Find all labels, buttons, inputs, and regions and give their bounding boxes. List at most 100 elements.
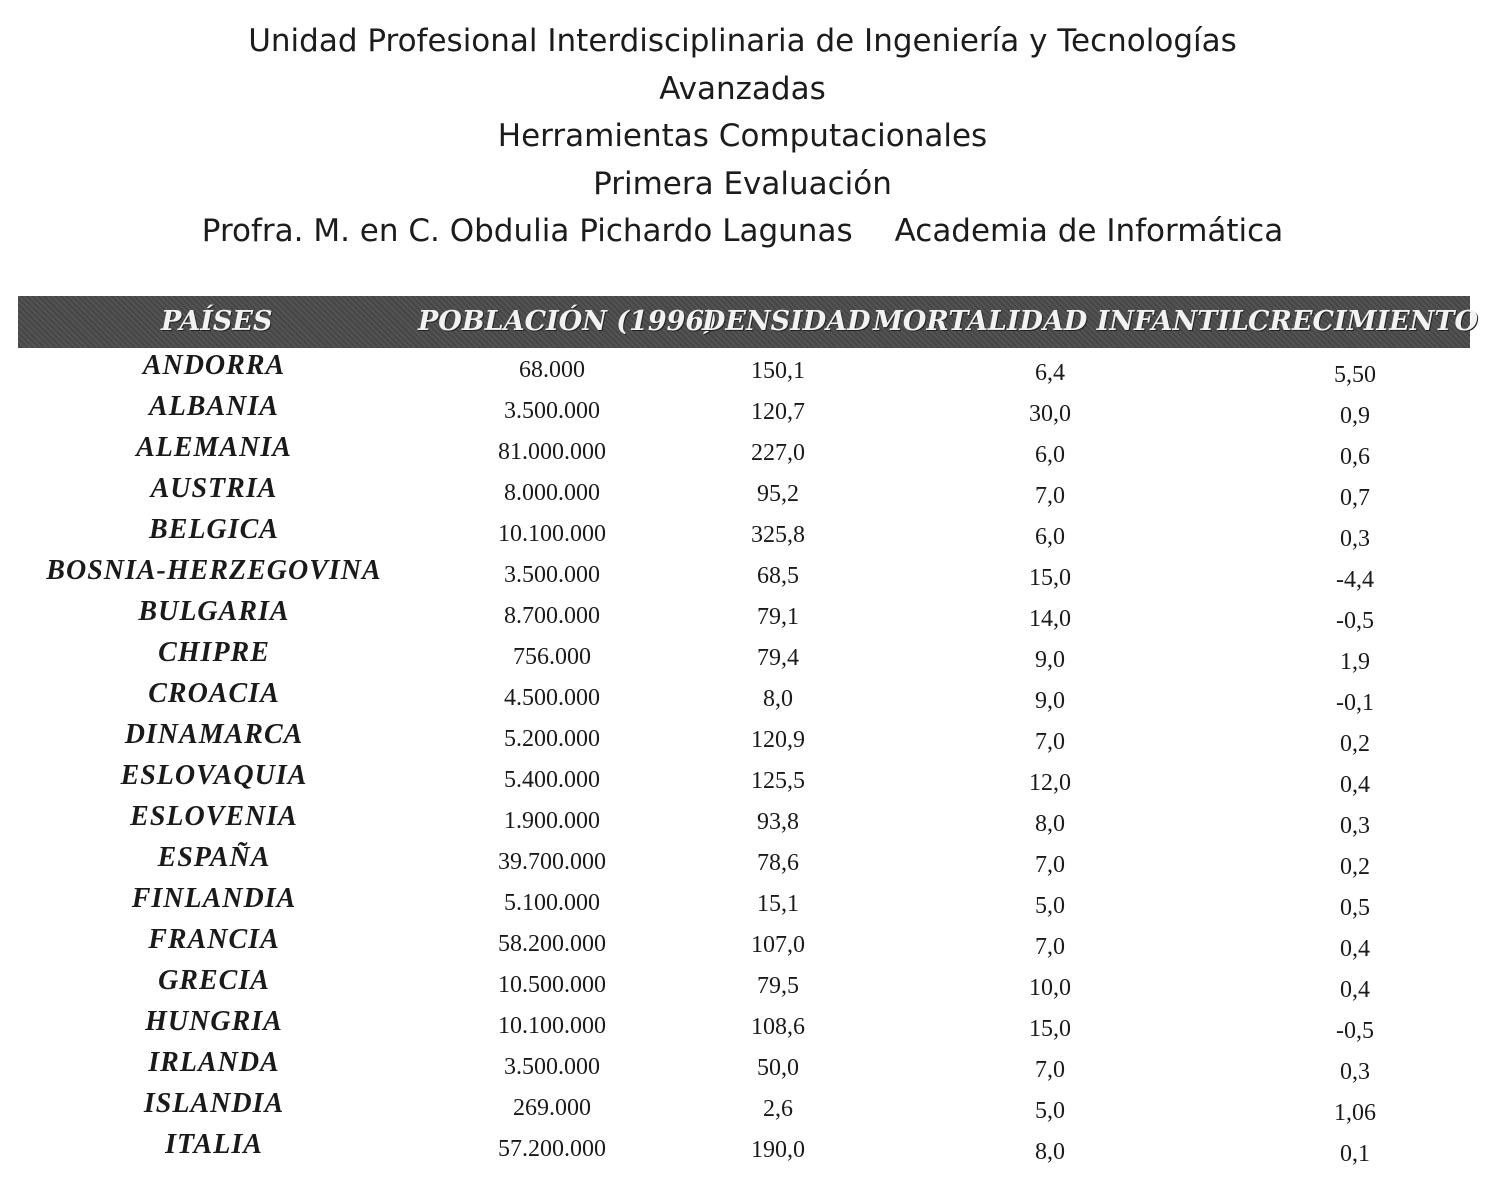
infant-mortality-cell: 14,0 [1029,606,1071,632]
table-row: IRLANDA 3.500.000 50,0 7,0 0,3 [0,1047,1485,1088]
table-header-bar: PAÍSES POBLACIÓN (1996) DENSIDAD MORTALI… [18,296,1478,348]
infant-mortality-cell: 6,4 [1035,360,1065,386]
table-row: BULGARIA 8.700.000 79,1 14,0 -0,5 [0,596,1485,637]
population-cell: 57.200.000 [498,1136,606,1162]
population-cell: 81.000.000 [498,439,606,465]
table-row: HUNGRIA 10.100.000 108,6 15,0 -0,5 [0,1006,1485,1047]
infant-mortality-cell: 5,0 [1035,1098,1065,1124]
density-cell: 325,8 [751,522,805,548]
growth-cell: 0,5 [1340,895,1370,921]
course-title: Herramientas Computacionales [497,118,988,154]
growth-cell: -0,1 [1336,690,1374,716]
infant-mortality-cell: 10,0 [1029,975,1071,1001]
growth-cell: 0,6 [1340,444,1370,470]
population-cell: 10.500.000 [498,972,606,998]
column-header-densidad: DENSIDAD [702,306,871,337]
table-row: BELGICA 10.100.000 325,8 6,0 0,3 [0,514,1485,555]
population-cell: 68.000 [519,357,585,383]
population-cell: 3.500.000 [504,562,600,588]
professor-name: Profra. M. en C. Obdulia Pichardo Laguna… [201,213,853,249]
density-cell: 79,5 [757,973,799,999]
population-cell: 3.500.000 [504,398,600,424]
density-cell: 108,6 [751,1014,805,1040]
credits-line: Profra. M. en C. Obdulia Pichardo Laguna… [0,208,1485,256]
growth-cell: 0,3 [1340,1059,1370,1085]
growth-cell: -0,5 [1336,608,1374,634]
density-cell: 15,1 [757,891,799,917]
population-cell: 4.500.000 [504,685,600,711]
infant-mortality-cell: 6,0 [1035,524,1065,550]
document-header: Unidad Profesional Interdisciplinaria de… [0,18,1485,256]
table-row: ALBANIA 3.500.000 120,7 30,0 0,9 [0,391,1485,432]
density-cell: 2,6 [763,1096,793,1122]
population-cell: 756.000 [513,644,591,670]
density-cell: 150,1 [751,358,805,384]
growth-cell: 0,9 [1340,403,1370,429]
infant-mortality-cell: 5,0 [1035,893,1065,919]
infant-mortality-cell: 6,0 [1035,442,1065,468]
growth-cell: 0,4 [1340,977,1370,1003]
country-name: CHIPRE [158,637,270,668]
density-cell: 125,5 [751,768,805,794]
country-name: ITALIA [165,1129,263,1160]
infant-mortality-cell: 7,0 [1035,934,1065,960]
table-row: ESLOVAQUIA 5.400.000 125,5 12,0 0,4 [0,760,1485,801]
density-cell: 93,8 [757,809,799,835]
country-name: BOSNIA-HERZEGOVINA [46,555,382,586]
country-name: IRLANDA [148,1047,280,1078]
growth-cell: 0,4 [1340,772,1370,798]
country-name: DINAMARCA [124,719,304,750]
density-cell: 95,2 [757,481,799,507]
country-name: FRANCIA [148,924,280,955]
population-cell: 58.200.000 [498,931,606,957]
country-table-body: ANDORRA 68.000 150,1 6,4 5,50 ALBANIA 3.500.00… [0,350,1485,1170]
density-cell: 50,0 [757,1055,799,1081]
evaluation-title: Primera Evaluación [593,165,892,202]
growth-cell: 0,7 [1340,485,1370,511]
table-row: CROACIA 4.500.000 8,0 9,0 -0,1 [0,678,1485,719]
growth-cell: 0,3 [1340,526,1370,552]
population-cell: 5.100.000 [504,890,600,916]
infant-mortality-cell: 15,0 [1029,1016,1071,1042]
growth-cell: 5,50 [1334,362,1376,388]
country-name: ALBANIA [149,391,279,422]
column-header-poblacion: POBLACIÓN (1996) [418,306,717,337]
density-cell: 227,0 [751,440,805,466]
country-name: FINLANDIA [131,883,297,914]
density-cell: 120,9 [751,727,805,753]
infant-mortality-cell: 30,0 [1029,401,1071,427]
growth-cell: 0,2 [1340,731,1370,757]
infant-mortality-cell: 7,0 [1035,729,1065,755]
density-cell: 79,1 [757,604,799,630]
infant-mortality-cell: 9,0 [1035,688,1065,714]
table-row: DINAMARCA 5.200.000 120,9 7,0 0,2 [0,719,1485,760]
academy-name: Academia de Informática [894,213,1284,249]
institution-title: Unidad Profesional Interdisciplinaria de… [248,23,1237,59]
infant-mortality-cell: 9,0 [1035,647,1065,673]
growth-cell: -0,5 [1336,1018,1374,1044]
country-name: AUSTRIA [150,473,278,504]
country-name: ESLOVENIA [130,801,298,832]
growth-cell: 0,1 [1340,1141,1370,1167]
country-name: ESPAÑA [157,842,271,873]
country-name: GRECIA [158,965,270,996]
country-name: ANDORRA [142,350,286,381]
country-name: ALEMANIA [136,432,292,463]
population-cell: 10.100.000 [498,1013,606,1039]
growth-cell: 1,9 [1340,649,1370,675]
population-cell: 5.400.000 [504,767,600,793]
table-row: ALEMANIA 81.000.000 227,0 6,0 0,6 [0,432,1485,473]
country-name: BULGARIA [138,596,290,627]
table-row: ITALIA 57.200.000 190,0 8,0 0,1 [0,1129,1485,1170]
infant-mortality-cell: 8,0 [1035,1139,1065,1165]
density-cell: 8,0 [763,686,793,712]
country-name: BELGICA [149,514,279,545]
population-cell: 269.000 [513,1095,591,1121]
growth-cell: 0,3 [1340,813,1370,839]
country-name: ISLANDIA [143,1088,285,1119]
table-row: GRECIA 10.500.000 79,5 10,0 0,4 [0,965,1485,1006]
growth-cell: 1,06 [1334,1100,1376,1126]
population-cell: 8.000.000 [504,480,600,506]
density-cell: 68,5 [757,563,799,589]
growth-cell: 0,2 [1340,854,1370,880]
